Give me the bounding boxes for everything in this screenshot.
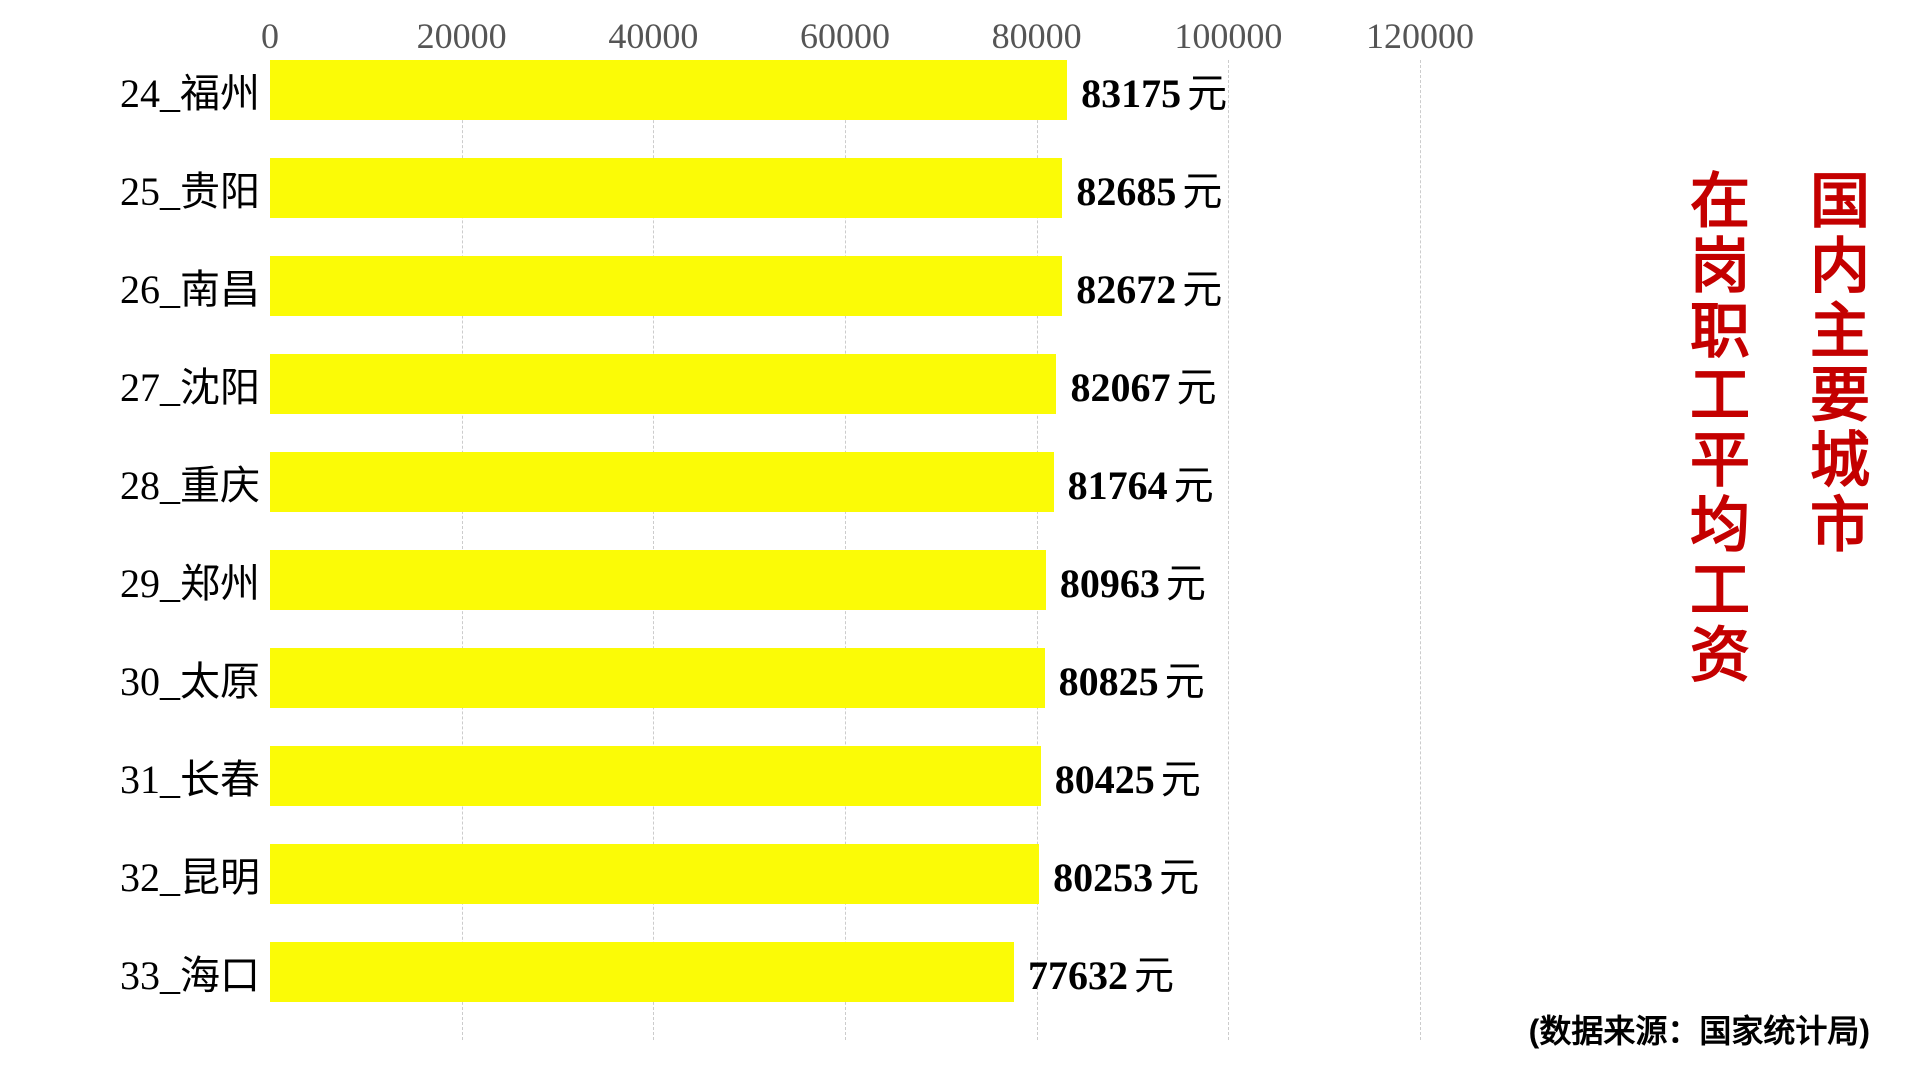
bar-y-label: 32_昆明 [120,845,260,903]
bar-row: 31_长春80425元 [270,746,1420,806]
side-title-col1: 在岗职工平均工资 [1690,170,1750,688]
bar [270,354,1056,414]
bar-row: 29_郑州80963元 [270,550,1420,610]
bar [270,60,1067,120]
bar-value-label: 80825元 [1059,649,1205,707]
bar [270,452,1054,512]
bar-row: 27_沈阳82067元 [270,354,1420,414]
bar-chart: 020000400006000080000100000120000 24_福州8… [270,60,1420,1040]
bar-y-label: 26_南昌 [120,257,260,315]
bar-row: 26_南昌82672元 [270,256,1420,316]
bar [270,648,1045,708]
bar [270,746,1041,806]
bar-y-label: 24_福州 [120,61,260,119]
bar-y-label: 27_沈阳 [120,355,260,413]
x-tick: 60000 [800,15,890,57]
x-tick: 120000 [1366,15,1474,57]
bar-row: 25_贵阳82685元 [270,158,1420,218]
bar-row: 24_福州83175元 [270,60,1420,120]
bar [270,844,1039,904]
bar-y-label: 31_长春 [120,747,260,805]
bar-value-label: 77632元 [1028,943,1174,1001]
bar [270,942,1014,1002]
source-note: (数据来源：国家统计局) [1529,1006,1870,1052]
gridline [1420,60,1421,1040]
bar-row: 30_太原80825元 [270,648,1420,708]
bar-value-label: 83175元 [1081,61,1227,119]
bar-row: 32_昆明80253元 [270,844,1420,904]
bar-y-label: 28_重庆 [120,453,260,511]
bar-row: 33_海口77632元 [270,942,1420,1002]
x-tick: 0 [261,15,279,57]
x-axis-ticks: 020000400006000080000100000120000 [270,15,1420,55]
bar-y-label: 33_海口 [120,943,260,1001]
x-tick: 100000 [1174,15,1282,57]
bar [270,550,1046,610]
bars-container: 24_福州83175元 25_贵阳82685元 26_南昌82672元 27_沈阳82… [270,60,1420,1040]
bar-row: 28_重庆81764元 [270,452,1420,512]
bar-value-label: 80253元 [1053,845,1199,903]
x-tick: 20000 [417,15,507,57]
side-title-col2: 国内主要城市 [1810,170,1870,688]
x-tick: 40000 [608,15,698,57]
x-tick: 80000 [992,15,1082,57]
bar-value-label: 80425元 [1055,747,1201,805]
bar-value-label: 82672元 [1076,257,1222,315]
bar-value-label: 82685元 [1076,159,1222,217]
bar-value-label: 81764元 [1068,453,1214,511]
bar-value-label: 82067元 [1070,355,1216,413]
bar [270,158,1062,218]
bar-y-label: 30_太原 [120,649,260,707]
bar-y-label: 29_郑州 [120,551,260,609]
bar-value-label: 80963元 [1060,551,1206,609]
side-title: 在岗职工平均工资 国内主要城市 [1690,170,1870,688]
bar-y-label: 25_贵阳 [120,159,260,217]
bar [270,256,1062,316]
